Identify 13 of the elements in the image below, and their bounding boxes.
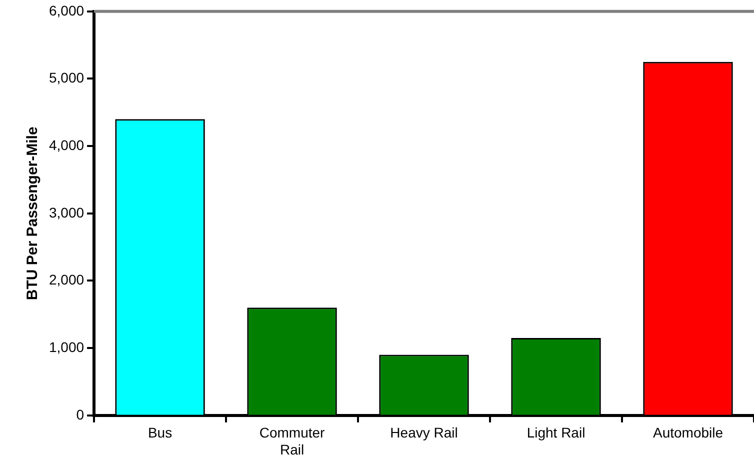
y-tick-label: 6,000	[48, 2, 84, 18]
x-tick-label: Light Rail	[526, 424, 586, 441]
y-tick-label: 0	[76, 406, 84, 422]
x-tick-label: Automobile	[652, 424, 724, 441]
y-tick-label: 1,000	[48, 338, 84, 355]
x-tick-label: Heavy Rail	[390, 424, 458, 441]
y-tick-label: 5,000	[48, 70, 84, 86]
y-tick-label: 4,000	[48, 136, 84, 153]
y-tick-label: 3,000	[48, 204, 84, 220]
y-tick-label: 2,000	[48, 272, 84, 288]
y-axis-title: BTU Per Passenger-Mile	[24, 126, 42, 300]
x-tick-label: Bus	[148, 424, 172, 441]
x-tick-label: Commuter Rail	[259, 424, 326, 458]
